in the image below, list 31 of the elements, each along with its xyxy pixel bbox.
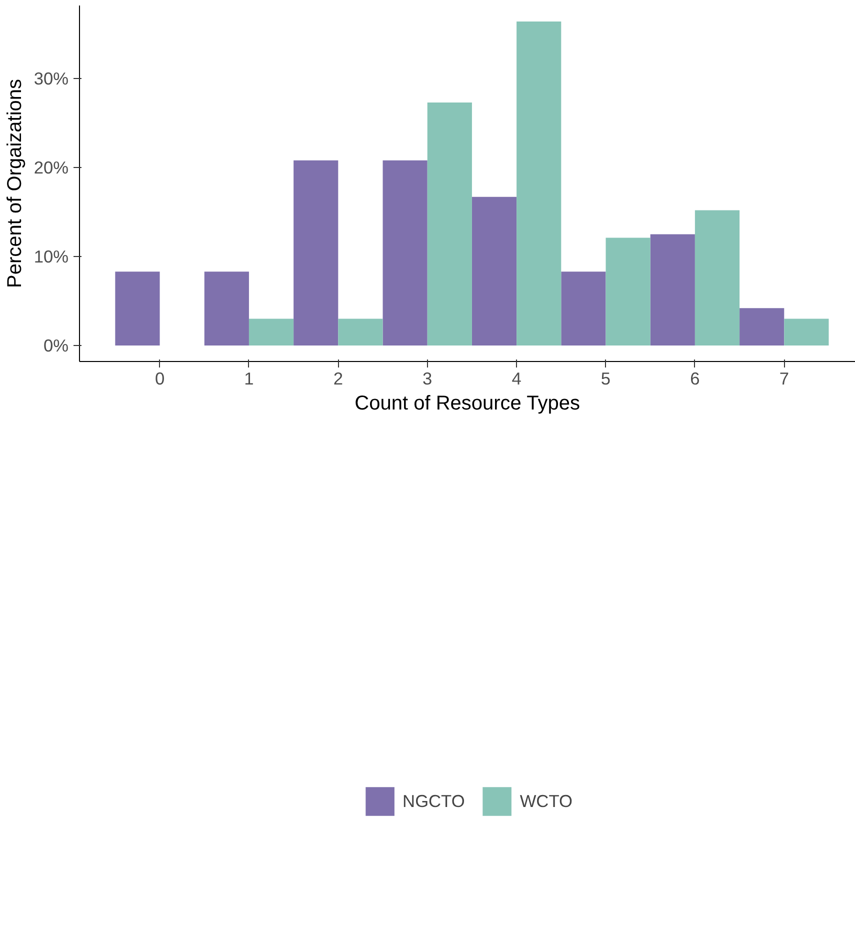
y-tick-label: 0%	[43, 335, 68, 356]
bar	[784, 318, 829, 346]
bar	[294, 160, 338, 346]
legend-label: NGCTO	[402, 790, 465, 812]
x-tick-label: 3	[422, 368, 432, 388]
x-tick-label: 5	[600, 368, 611, 388]
bar	[472, 196, 517, 346]
y-tick-label: 20%	[34, 157, 69, 178]
bar	[382, 160, 428, 346]
x-tick-label: 2	[333, 368, 343, 388]
bar	[561, 272, 606, 346]
bar	[338, 318, 383, 346]
bar	[740, 308, 784, 346]
x-tick-label: 1	[244, 368, 254, 388]
x-tick-label: 7	[779, 368, 789, 388]
x-tick-label: 6	[690, 368, 700, 388]
x-axis-title: Count of Resource Types	[354, 392, 580, 414]
x-tick-label: 0	[154, 368, 165, 388]
y-tick-label: 30%	[34, 68, 69, 88]
legend-label: WCTO	[520, 790, 572, 812]
x-tick-label: 4	[512, 368, 522, 388]
bar	[694, 210, 740, 346]
bar	[115, 272, 160, 346]
bar	[650, 234, 695, 346]
y-axis-title: Percent of Orgaizations	[4, 78, 26, 288]
bar	[606, 238, 650, 346]
bar	[516, 22, 562, 346]
bar	[427, 102, 472, 346]
bar	[248, 318, 294, 346]
bar	[204, 272, 249, 346]
y-tick-label: 10%	[34, 246, 69, 266]
